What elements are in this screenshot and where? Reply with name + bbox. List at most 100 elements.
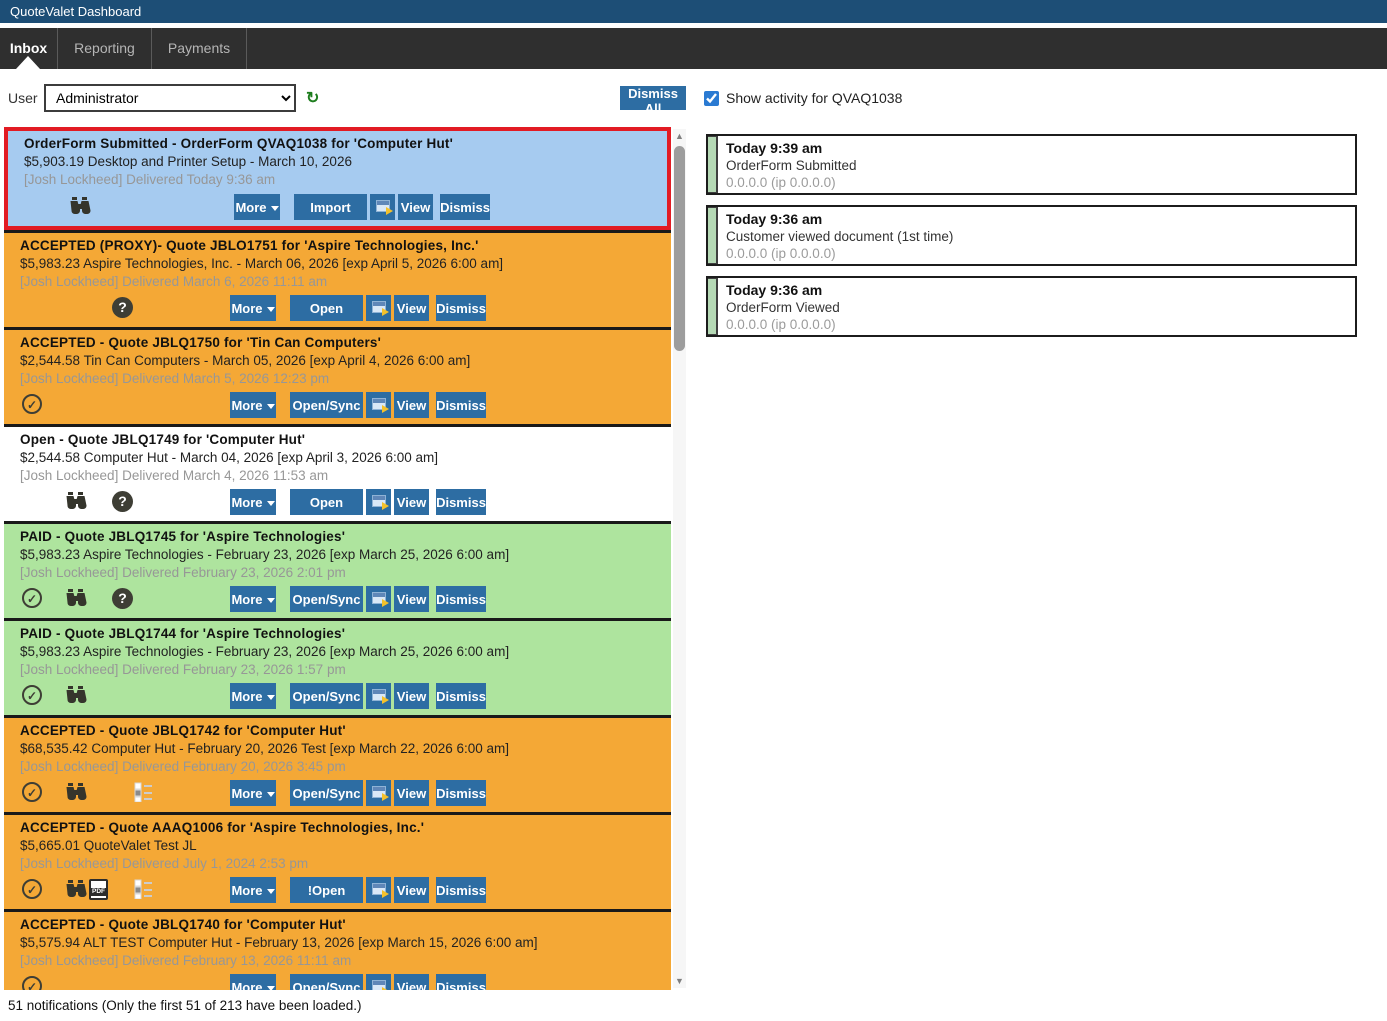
more-label: More <box>231 300 263 316</box>
notification-title: ACCEPTED (PROXY)- Quote JBLO1751 for 'As… <box>20 238 479 253</box>
dismiss-button[interactable]: Dismiss <box>436 489 486 515</box>
show-activity-label: Show activity for QVAQ1038 <box>726 90 903 106</box>
notification-card[interactable]: OrderForm Submitted - OrderForm QVAQ1038… <box>4 127 671 230</box>
dismiss-button[interactable]: Dismiss <box>436 586 486 612</box>
more-button[interactable]: More <box>234 194 280 220</box>
dismiss-button[interactable]: Dismiss <box>440 194 490 220</box>
notification-title: ACCEPTED - Quote JBLQ1742 for 'Computer … <box>20 723 346 738</box>
open-sync-button[interactable]: Open/Sync <box>290 683 363 709</box>
dismiss-button[interactable]: Dismiss <box>436 877 486 903</box>
open-window-icon-button[interactable] <box>366 974 391 990</box>
window-arrow-icon <box>371 494 389 510</box>
more-button[interactable]: More <box>230 683 276 709</box>
notification-delivery: [Josh Lockheed] Delivered March 4, 2026 … <box>20 468 329 483</box>
check-circle-icon <box>22 394 42 414</box>
dismiss-button[interactable]: Dismiss <box>436 974 486 990</box>
notification-list: OrderForm Submitted - OrderForm QVAQ1038… <box>4 127 671 990</box>
open-sync-button[interactable]: Open/Sync <box>290 780 363 806</box>
open-sync-button[interactable]: Open/Sync <box>290 586 363 612</box>
notification-detail: $2,544.58 Tin Can Computers - March 05, … <box>20 353 471 368</box>
force-open-button[interactable]: !Open <box>290 877 363 903</box>
binoculars-icon <box>64 879 87 904</box>
dismiss-button[interactable]: Dismiss <box>436 295 486 321</box>
more-label: More <box>231 494 263 510</box>
notification-title: Open - Quote JBLQ1749 for 'Computer Hut' <box>20 432 306 447</box>
activity-time: Today 9:36 am <box>726 211 823 227</box>
notification-actions: More Open View Dismiss <box>4 489 671 517</box>
more-button[interactable]: More <box>230 780 276 806</box>
open-window-icon-button[interactable] <box>366 780 391 806</box>
more-button[interactable]: More <box>230 489 276 515</box>
dismiss-button[interactable]: Dismiss <box>436 683 486 709</box>
scrollbar-thumb[interactable] <box>674 146 685 351</box>
open-window-icon-button[interactable] <box>366 683 391 709</box>
view-button[interactable]: View <box>398 194 433 220</box>
window-arrow-icon <box>371 591 389 607</box>
notification-actions: More Open View Dismiss <box>4 295 671 323</box>
pdf-file-icon: PDF <box>89 879 108 900</box>
binoculars-icon <box>68 196 91 221</box>
refresh-icon[interactable]: ↻ <box>306 90 320 107</box>
notification-card[interactable]: ACCEPTED - Quote JBLQ1742 for 'Computer … <box>4 715 671 812</box>
view-button[interactable]: View <box>394 974 429 990</box>
open-button[interactable]: Open <box>290 489 363 515</box>
view-button[interactable]: View <box>394 392 429 418</box>
dismiss-button[interactable]: Dismiss <box>436 780 486 806</box>
more-button[interactable]: More <box>230 974 276 990</box>
notification-card[interactable]: Open - Quote JBLQ1749 for 'Computer Hut'… <box>4 424 671 521</box>
view-button[interactable]: View <box>394 586 429 612</box>
view-button[interactable]: View <box>394 683 429 709</box>
open-window-icon-button[interactable] <box>366 392 391 418</box>
activity-panel: Today 9:39 am OrderForm Submitted 0.0.0.… <box>706 134 1357 347</box>
notification-delivery: [Josh Lockheed] Delivered July 1, 2024 2… <box>20 856 309 871</box>
tab-reporting[interactable]: Reporting <box>58 28 152 69</box>
notification-actions: More Open/Sync View Dismiss <box>4 780 671 808</box>
notification-delivery: [Josh Lockheed] Delivered February 23, 2… <box>20 662 346 677</box>
page-title: QuoteValet Dashboard <box>10 4 142 19</box>
more-button[interactable]: More <box>230 586 276 612</box>
open-window-icon-button[interactable] <box>370 194 395 220</box>
more-button[interactable]: More <box>230 392 276 418</box>
view-button[interactable]: View <box>394 780 429 806</box>
open-window-icon-button[interactable] <box>366 877 391 903</box>
notification-card[interactable]: ACCEPTED - Quote AAAQ1006 for 'Aspire Te… <box>4 812 671 909</box>
view-button[interactable]: View <box>394 489 429 515</box>
binoculars-icon <box>64 685 87 710</box>
more-label: More <box>231 785 263 801</box>
notification-delivery: [Josh Lockheed] Delivered March 5, 2026 … <box>20 371 330 386</box>
notification-card[interactable]: PAID - Quote JBLQ1744 for 'Aspire Techno… <box>4 618 671 715</box>
dismiss-button[interactable]: Dismiss <box>436 392 486 418</box>
check-circle-icon <box>22 588 42 608</box>
open-sync-button[interactable]: Open/Sync <box>290 392 363 418</box>
open-window-icon-button[interactable] <box>366 295 391 321</box>
scroll-down-icon[interactable]: ▼ <box>675 976 684 986</box>
notification-count-summary: 51 notifications (Only the first 51 of 2… <box>8 998 362 1013</box>
tab-payments[interactable]: Payments <box>152 28 247 69</box>
open-window-icon-button[interactable] <box>366 586 391 612</box>
scroll-up-icon[interactable]: ▲ <box>675 131 684 141</box>
notification-card[interactable]: ACCEPTED - Quote JBLQ1740 for 'Computer … <box>4 909 671 990</box>
notification-actions: More Open/Sync View Dismiss <box>4 392 671 420</box>
notification-card[interactable]: PAID - Quote JBLQ1745 for 'Aspire Techno… <box>4 521 671 618</box>
open-sync-button[interactable]: Open/Sync <box>290 974 363 990</box>
more-label: More <box>235 199 267 215</box>
window-arrow-icon <box>371 979 389 990</box>
notification-card[interactable]: ACCEPTED (PROXY)- Quote JBLO1751 for 'As… <box>4 230 671 327</box>
more-label: More <box>231 688 263 704</box>
view-button[interactable]: View <box>394 877 429 903</box>
dismiss-all-button[interactable]: Dismiss All <box>620 86 686 116</box>
more-label: More <box>231 591 263 607</box>
more-button[interactable]: More <box>230 877 276 903</box>
tab-inbox[interactable]: Inbox <box>0 28 58 69</box>
notification-detail: $5,903.19 Desktop and Printer Setup - Ma… <box>24 154 352 169</box>
import-button[interactable]: Import <box>294 194 367 220</box>
open-button[interactable]: Open <box>290 295 363 321</box>
check-circle-icon <box>22 976 42 990</box>
show-activity-checkbox[interactable] <box>704 91 719 106</box>
view-button[interactable]: View <box>394 295 429 321</box>
list-scrollbar[interactable]: ▲ ▼ <box>673 129 686 988</box>
notification-card[interactable]: ACCEPTED - Quote JBLQ1750 for 'Tin Can C… <box>4 327 671 424</box>
user-select[interactable]: Administrator <box>44 84 296 112</box>
more-button[interactable]: More <box>230 295 276 321</box>
open-window-icon-button[interactable] <box>366 489 391 515</box>
